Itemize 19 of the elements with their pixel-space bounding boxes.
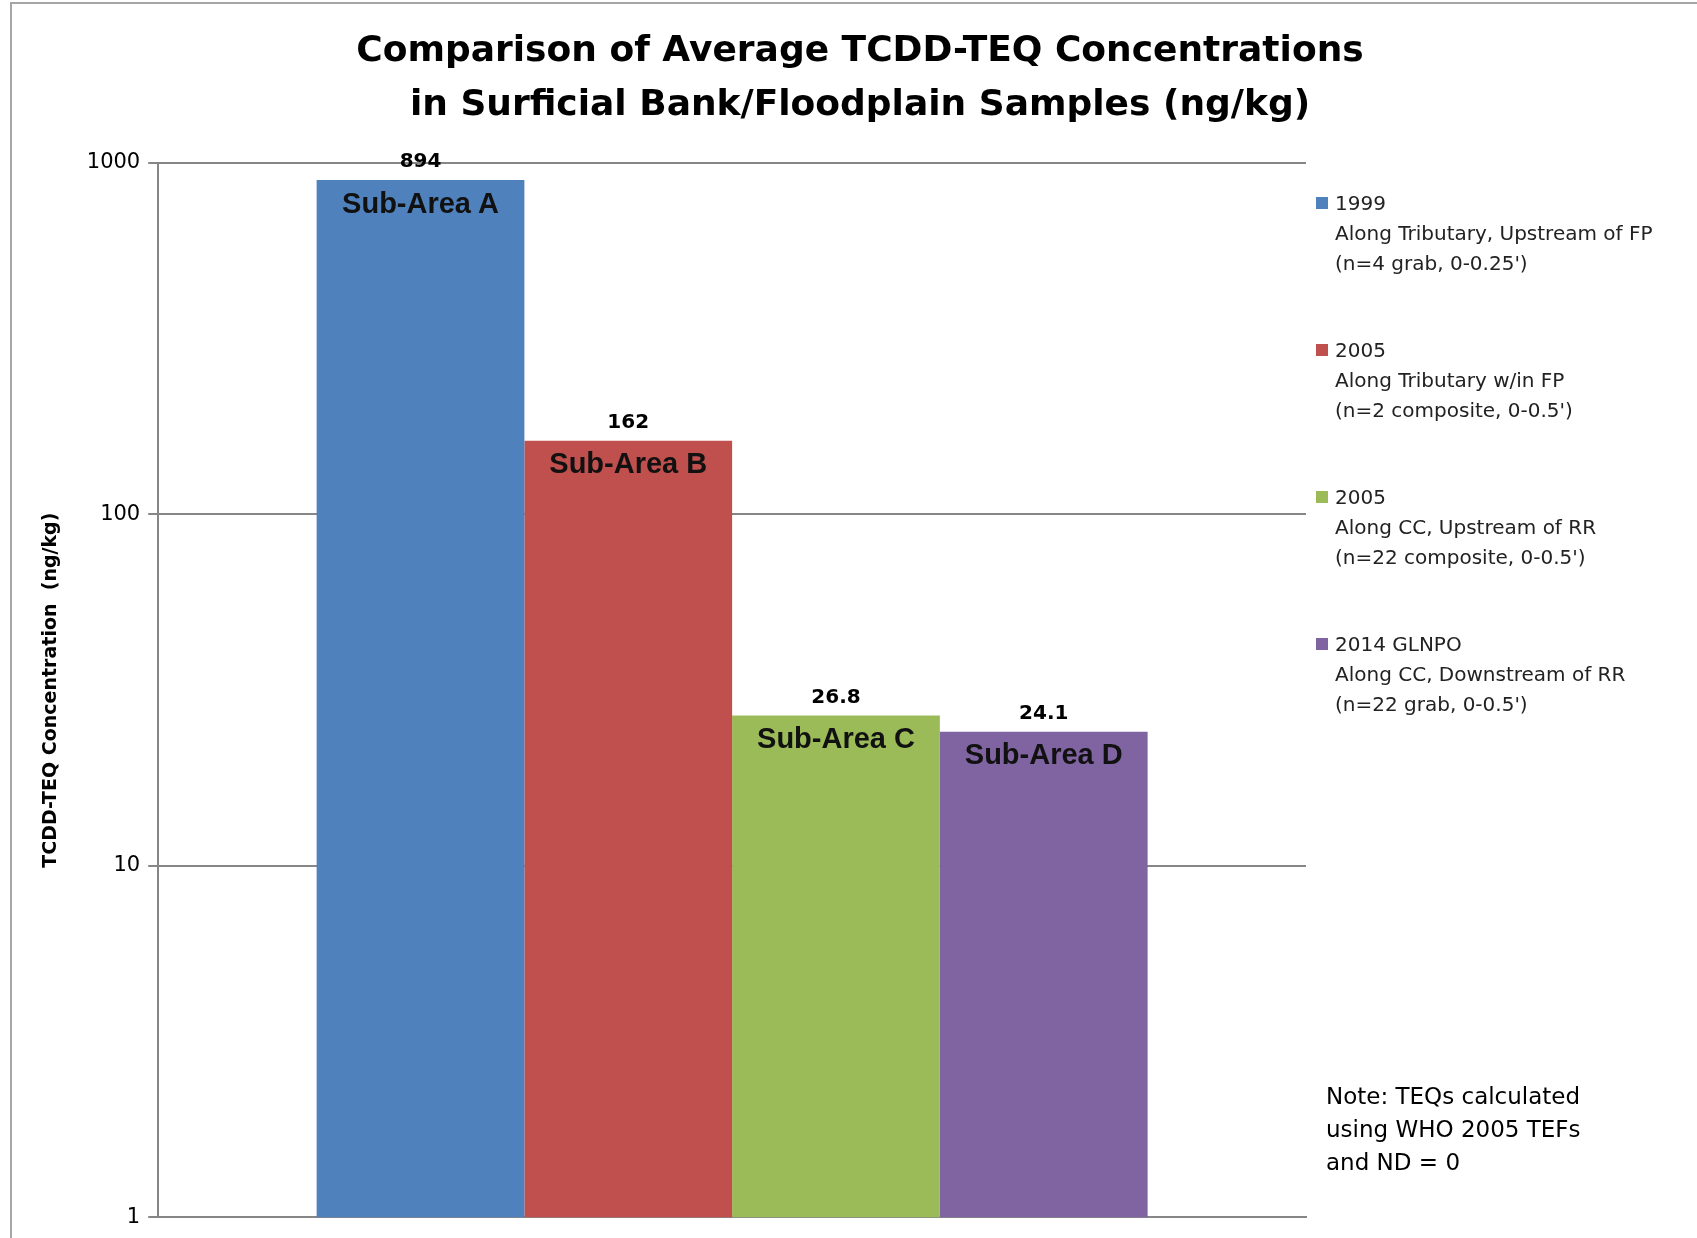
y-tick-label: 10 — [113, 852, 141, 877]
legend-label: 1999 Along Tributary, Upstream of FP (n=4 grab, 0-0.25') — [1335, 190, 1653, 277]
annotation: Sub-Area B — [549, 447, 708, 480]
annotation: Sub-Area D — [964, 738, 1123, 771]
annotation: Sub-Area A — [342, 186, 499, 219]
y-tick-label: 1000 — [86, 149, 141, 174]
text: Note: TEQs calculated using WHO 2005 TEFs and ND = 0 — [1326, 1082, 1582, 1177]
chart-title: Comparison of Average TCDD-TEQ Concentrations in Surficial Bank/Floodplain Samples (ng/kg) — [355, 27, 1365, 125]
y-axis-title: TCDD-TEQ Concentration (ng/kg) — [38, 512, 61, 868]
data-label: 26.8 — [811, 683, 861, 708]
annotation: Sub-Area C — [757, 721, 915, 754]
y-tick-label: 1 — [126, 1203, 141, 1228]
y-tick-label: 100 — [100, 500, 141, 525]
data-label: 24.1 — [1019, 699, 1069, 724]
legend-label: 2014 GLNPO Along CC, Downstream of RR (n=22 grab, 0-0.5') — [1335, 631, 1626, 718]
legend-label: 2005 Along Tributary w/in FP (n=2 composite, 0-0.5') — [1335, 337, 1573, 424]
legend-label: 2005 Along CC, Upstream of RR (n=22 composite, 0-0.5') — [1335, 484, 1597, 571]
data-label: 162 — [607, 409, 650, 434]
data-label: 894 — [399, 148, 442, 173]
